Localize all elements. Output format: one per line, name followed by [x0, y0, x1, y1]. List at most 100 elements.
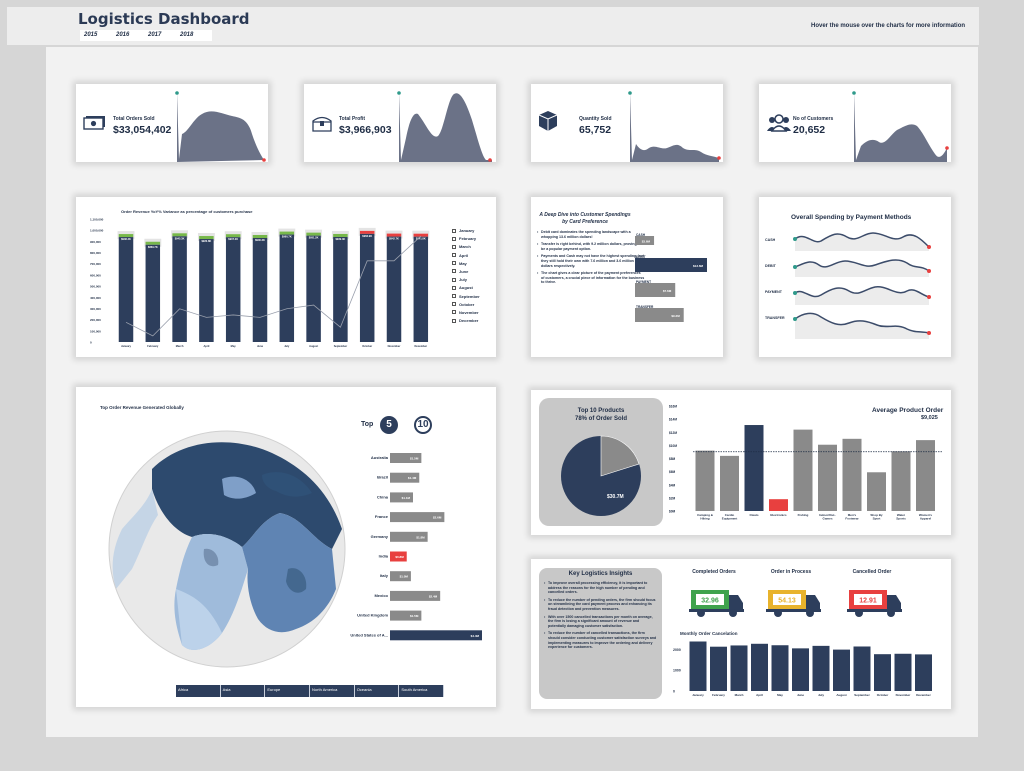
bullet-item: • Debit card dominates the spending lands…	[537, 230, 631, 239]
country-label: United Kingdom	[357, 613, 388, 618]
legend-item[interactable]: May	[452, 261, 480, 266]
month-tick-label: June	[797, 693, 804, 697]
key-insights-panel: Key Logistics Insights • To improve overa…	[539, 568, 662, 699]
legend-checkbox[interactable]	[452, 261, 456, 266]
legend-item[interactable]: July	[452, 277, 480, 282]
product-bar	[842, 438, 862, 511]
truck-cab	[806, 595, 820, 610]
continent-filter: Africa Asia Europe North America Oceania…	[176, 685, 445, 697]
year-button-2017[interactable]: 2017	[148, 32, 162, 38]
kpi-card-quantity[interactable]: Quantity Sold 65,752	[531, 84, 723, 162]
product-bar	[916, 440, 935, 511]
continent-north-america[interactable]: North America	[310, 685, 355, 697]
truck-icon[interactable]: 54.13	[766, 585, 822, 619]
avg-order-value: $9,025	[921, 415, 938, 421]
payment-methods-chart: CASH DEBIT PAYMENT TRANSFER	[765, 232, 931, 339]
continent-africa[interactable]: Africa	[176, 685, 221, 697]
global-revenue-card[interactable]: Top Order Revenue Generated Globally Top…	[76, 387, 496, 707]
country-bar	[390, 472, 420, 483]
product-bar	[867, 472, 886, 511]
country-bar	[390, 453, 422, 463]
insights-card[interactable]: Key Logistics Insights • To improve overa…	[531, 559, 951, 709]
variance-bar	[306, 232, 321, 236]
globe-map[interactable]	[92, 419, 352, 679]
continent-asia[interactable]: Asia	[221, 685, 266, 697]
legend-item[interactable]: September	[452, 294, 480, 299]
month-tick-label: October	[362, 344, 372, 348]
revenue-variance-card[interactable]: Order Revenue YoY% Variance as percentag…	[76, 197, 496, 357]
card-preference-card[interactable]: A Deep Dive into Customer Spendings by C…	[531, 197, 723, 357]
legend-item[interactable]: February	[452, 236, 480, 241]
card-bar-label: $7.6M	[663, 289, 672, 293]
bar-value-label: $951.2K	[309, 236, 319, 240]
legend-checkbox[interactable]	[452, 318, 456, 323]
year-button-2018[interactable]: 2018	[180, 32, 194, 38]
continent-europe[interactable]: Europe	[265, 685, 311, 697]
month-tick-label: March	[176, 344, 184, 348]
card-bar	[635, 308, 684, 322]
cancel-bar	[833, 649, 850, 691]
legend-item[interactable]: March	[452, 244, 480, 249]
y-tick-label: 0	[90, 341, 92, 345]
legend-item[interactable]: August	[452, 285, 480, 290]
year-button-2015[interactable]: 2015	[84, 32, 98, 38]
variance-bar	[145, 241, 161, 245]
legend-checkbox[interactable]	[452, 302, 456, 307]
legend-checkbox[interactable]	[452, 294, 456, 298]
truck-icon[interactable]: 32.96	[689, 585, 745, 619]
country-label: United States of A...	[350, 632, 388, 637]
country-label: Australia	[371, 455, 389, 460]
kpi-card-customers[interactable]: No of Customers 20,652	[759, 84, 951, 162]
legend-item[interactable]: April	[452, 253, 480, 258]
kpi-value: 20,652	[793, 124, 826, 136]
y-tick-label: $12M	[669, 431, 677, 435]
legend-checkbox[interactable]	[452, 269, 456, 274]
legend-label: February	[459, 236, 477, 242]
country-bar	[390, 492, 413, 503]
kpi-card-orders[interactable]: Total Orders Sold $33,054,402	[76, 84, 268, 162]
y-tick-label: $2M	[669, 496, 676, 500]
country-bar	[390, 590, 441, 601]
y-tick-label: 300,000	[90, 307, 101, 311]
legend-item[interactable]: November	[452, 310, 480, 315]
y-tick-label: 2000	[673, 648, 681, 652]
top-10-button[interactable]: 10	[414, 416, 432, 434]
top-5-button[interactable]: 5	[380, 416, 398, 434]
legend-checkbox[interactable]	[452, 310, 456, 315]
products-card[interactable]: Top 10 Products 78% of Order Sold $30.7M…	[531, 390, 951, 535]
order-status-title: Cancelled Order	[852, 569, 892, 575]
bar-value-label: $937.2K	[228, 237, 238, 241]
legend-item[interactable]: June	[452, 269, 480, 274]
year-button-2016[interactable]: 2016	[116, 32, 130, 38]
treasure-chest-icon	[312, 116, 332, 132]
kpi-label: Quantity Sold	[579, 116, 612, 122]
y-tick-label: 600,000	[90, 273, 101, 277]
continent-oceania[interactable]: Oceania	[355, 685, 400, 697]
legend-checkbox[interactable]	[452, 277, 456, 282]
legend-item[interactable]: December	[452, 318, 480, 323]
kpi-card-profit[interactable]: Total Profit $3,966,903	[304, 84, 496, 162]
legend-item[interactable]: October	[452, 302, 480, 307]
month-tick-label: April	[756, 693, 763, 697]
month-tick-label: September	[334, 344, 347, 348]
top-products-pie[interactable]: $30.7M	[539, 424, 663, 524]
continent-south-america[interactable]: South America	[399, 685, 445, 697]
payment-methods-card[interactable]: Overall Spending by Payment Methods CASH…	[759, 197, 951, 357]
top-products-subtitle: 78% of Order Sold	[574, 416, 627, 422]
truck-icon[interactable]: 12.91	[847, 585, 903, 619]
money-icon	[83, 116, 105, 130]
legend-checkbox[interactable]	[452, 236, 456, 241]
variance-bar	[199, 236, 214, 240]
month-tick-label: January	[121, 344, 132, 348]
top-products-panel: Top 10 Products 78% of Order Sold $30.7M	[539, 398, 663, 526]
pie-label: $30.7M	[607, 494, 624, 500]
legend-checkbox[interactable]	[452, 228, 456, 233]
legend-checkbox[interactable]	[452, 244, 456, 249]
insight-item: • To reduce the number of pending orders,…	[544, 597, 656, 611]
legend-item[interactable]: January	[452, 228, 480, 233]
y-tick-label: 100,000	[90, 329, 101, 333]
end-marker	[927, 331, 931, 335]
legend-checkbox[interactable]	[452, 285, 456, 290]
y-tick-label: 0	[673, 690, 675, 694]
legend-checkbox[interactable]	[452, 253, 456, 258]
